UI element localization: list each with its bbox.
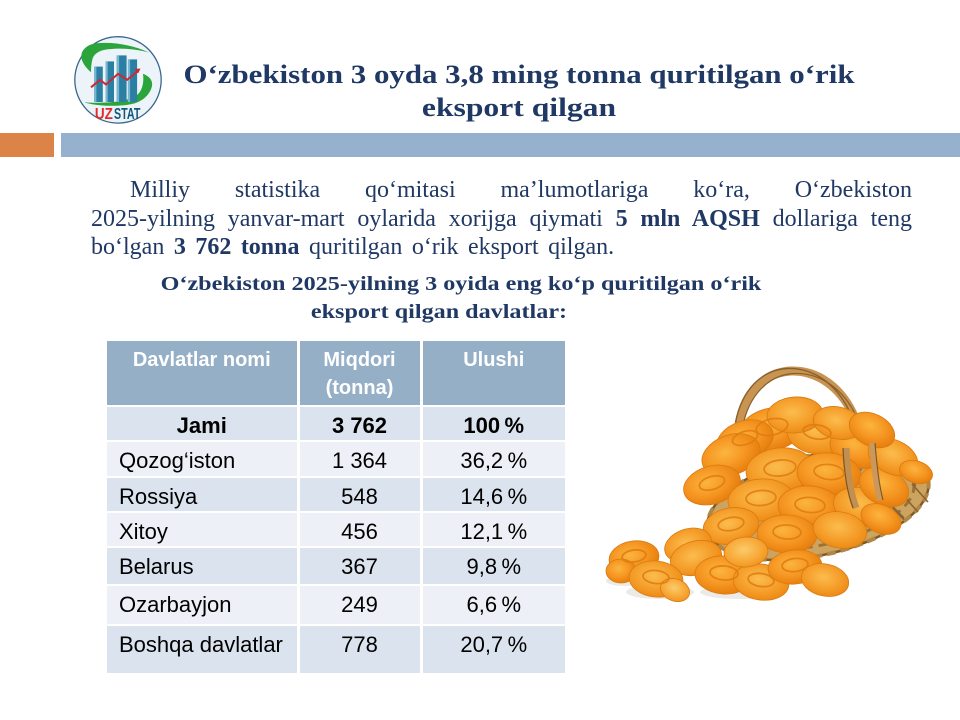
- svg-text:STAT: STAT: [114, 106, 141, 123]
- svg-text:UZ: UZ: [94, 106, 112, 123]
